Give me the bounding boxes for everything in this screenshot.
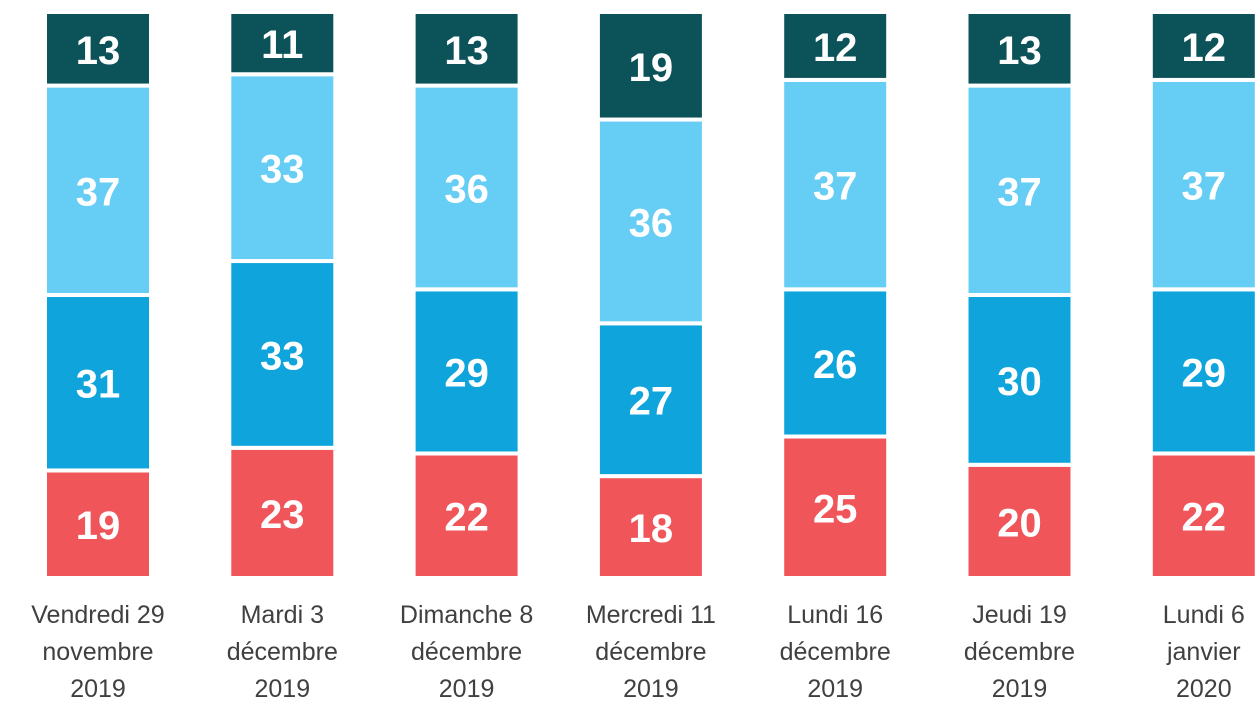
data-label: 19 <box>629 46 674 90</box>
bar-segment <box>411 10 522 88</box>
data-label: 37 <box>997 170 1042 214</box>
x-tick-label: Mardi 3 décembre 2019 <box>226 601 338 703</box>
data-label: 12 <box>813 26 858 70</box>
x-tick-label: Lundi 16 décembre 2019 <box>779 601 891 703</box>
bar-segment <box>411 451 522 581</box>
data-label: 36 <box>444 167 489 211</box>
data-label: 33 <box>260 148 305 192</box>
bar-segment <box>227 72 338 264</box>
data-label: 30 <box>997 360 1042 404</box>
bar-segment <box>595 117 706 326</box>
bar-segment <box>780 77 891 292</box>
data-label: 27 <box>629 380 674 424</box>
x-tick-label: Vendredi 29 novembre 2019 <box>31 601 165 703</box>
data-label: 22 <box>1182 496 1227 540</box>
bar-segment <box>964 83 1075 297</box>
bar-segment <box>43 468 153 580</box>
data-label: 29 <box>444 351 489 395</box>
bar-segment <box>227 445 338 580</box>
bar-segment <box>964 10 1075 88</box>
bar-segment <box>43 10 153 88</box>
x-tick-label: Lundi 6 janvier 2020 <box>1162 601 1245 703</box>
bar-segment <box>227 10 338 77</box>
data-label: 33 <box>260 334 305 378</box>
bar-segment <box>595 10 706 122</box>
x-tick-label: Jeudi 19 décembre 2019 <box>963 601 1076 703</box>
data-label: 37 <box>1182 165 1227 209</box>
data-label: 23 <box>260 493 305 537</box>
data-label: 29 <box>1182 351 1227 395</box>
bar-segment <box>411 287 522 456</box>
bar-segment <box>1148 10 1259 82</box>
data-label: 37 <box>813 165 858 209</box>
data-label: 20 <box>997 501 1042 545</box>
chart: 19 31 37 13 23 33 33 11 22 29 36 13 18 27 36 19 25 26 37 12… <box>43 10 1259 581</box>
x-tick-label: Dimanche 8 décembre 2019 <box>399 601 534 703</box>
data-label: 25 <box>813 487 858 531</box>
bar-segment <box>780 434 891 580</box>
data-label: 12 <box>1182 26 1227 70</box>
data-label: 19 <box>76 504 121 548</box>
bar-segment <box>780 10 891 82</box>
bar-segment <box>1148 77 1259 292</box>
bar-segment <box>227 259 338 450</box>
bar-segment <box>595 474 706 580</box>
data-label: 36 <box>629 201 674 245</box>
data-label: 13 <box>444 29 489 73</box>
x-tick-label: Mercredi 11 décembre 2019 <box>585 601 716 703</box>
data-label: 31 <box>76 363 121 407</box>
data-label: 11 <box>261 23 303 67</box>
data-label: 13 <box>76 29 121 73</box>
bar-segment <box>411 83 522 292</box>
bar-segment <box>780 287 891 439</box>
data-label: 37 <box>76 170 121 214</box>
data-label: 26 <box>813 343 858 387</box>
data-label: 18 <box>629 507 674 551</box>
data-label: 13 <box>997 29 1042 73</box>
data-label: 22 <box>444 496 489 540</box>
bar-segment <box>43 293 153 473</box>
bar-segment <box>1148 451 1259 581</box>
